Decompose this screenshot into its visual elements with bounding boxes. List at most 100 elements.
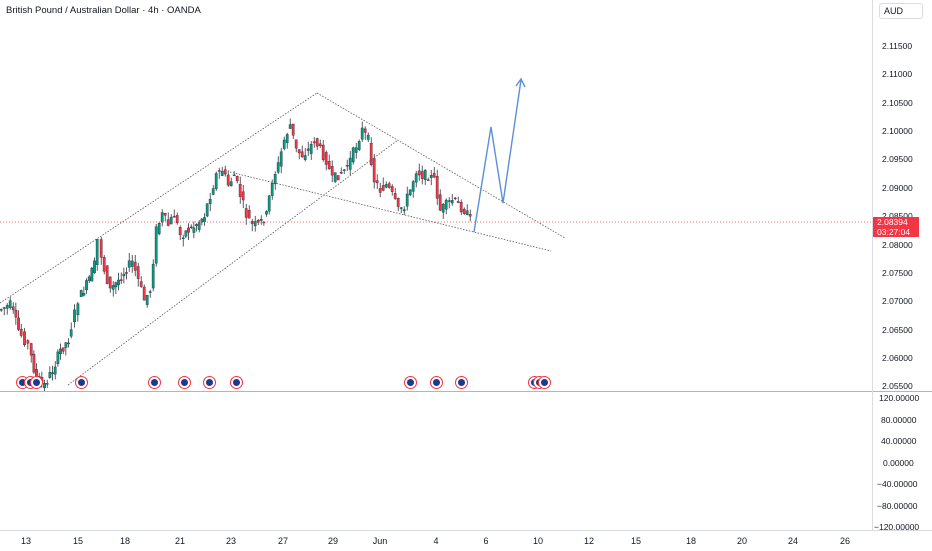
descending-resistance-line[interactable] [316, 92, 566, 239]
candle-body [456, 201, 460, 203]
candle-body [423, 169, 427, 180]
candle-body [420, 171, 424, 179]
candle-body [232, 174, 236, 177]
candle-body [432, 173, 436, 178]
candle-body [119, 279, 123, 281]
candle-body [136, 266, 140, 279]
time-label: 27 [277, 536, 289, 546]
candle-body [351, 147, 355, 163]
price-tick: 2.06500 [882, 325, 913, 335]
currency-selector[interactable]: AUD [879, 3, 923, 19]
candle-body [142, 286, 146, 301]
oscillator-scale[interactable]: 120.00000 80.00000 40.00000 0.00000 −40.… [872, 392, 932, 532]
candle-body [387, 183, 391, 188]
time-label: 23 [225, 536, 237, 546]
candle-body [69, 329, 73, 337]
candle-body [5, 305, 9, 309]
candlestick-chart[interactable] [0, 0, 872, 391]
projection-path[interactable] [473, 79, 522, 233]
pane-separator[interactable] [0, 391, 932, 392]
event-marker-icon[interactable] [538, 376, 551, 389]
candle-body [396, 198, 400, 207]
candle-body [29, 343, 33, 356]
main-chart-pane[interactable]: British Pound / Australian Dollar · 4h ·… [0, 0, 872, 391]
candle-body [262, 221, 266, 224]
candle-body [393, 193, 397, 199]
candle-body [90, 267, 94, 282]
time-label: 18 [119, 536, 131, 546]
price-scale[interactable]: AUD 2.11500 2.11000 2.10500 2.10000 2.09… [872, 0, 932, 392]
candle-body [462, 208, 466, 214]
candle-body [43, 383, 46, 389]
event-marker-icon[interactable] [404, 376, 417, 389]
candle-body [217, 170, 221, 172]
candle-body [211, 188, 215, 195]
candle-body [189, 226, 193, 229]
time-label: 20 [736, 536, 748, 546]
candle-body [303, 155, 307, 160]
time-axis[interactable]: 13 15 18 21 23 27 29 Jun 4 6 10 12 15 18… [0, 530, 932, 551]
time-label: Jun [372, 536, 388, 546]
candle-body [229, 181, 233, 187]
candle-body [87, 276, 91, 281]
candle-body [125, 272, 128, 274]
candle-body [26, 340, 30, 344]
candle-body [187, 227, 190, 233]
candle-body [357, 141, 361, 150]
event-marker-icon[interactable] [230, 376, 243, 389]
last-price-badge[interactable]: 2.08394 03:27:04 [873, 217, 919, 237]
candle-body [127, 260, 131, 268]
candle-body [291, 123, 295, 136]
candle-body [11, 306, 15, 311]
candle-body [459, 202, 463, 213]
event-marker-icon[interactable] [430, 376, 443, 389]
candle-body [139, 281, 143, 287]
time-label: 12 [583, 536, 595, 546]
price-tick: 2.06000 [882, 353, 913, 363]
candle-body [45, 383, 49, 385]
candle-body [32, 353, 36, 373]
descending-support-line[interactable] [229, 171, 552, 252]
candle-body [342, 169, 346, 171]
oscillator-pane[interactable] [0, 392, 872, 530]
candle-body [321, 144, 325, 160]
event-marker-icon[interactable] [148, 376, 161, 389]
candle-body [369, 143, 373, 165]
oscillator-tick: 80.00000 [881, 415, 917, 425]
candle-body [399, 207, 403, 209]
event-marker-icon[interactable] [30, 376, 43, 389]
time-label: 10 [532, 536, 544, 546]
price-tick: 2.11000 [882, 69, 913, 79]
candle-body [270, 183, 274, 196]
candle-body [208, 199, 212, 204]
event-marker-icon[interactable] [203, 376, 216, 389]
candle-body [235, 176, 239, 182]
price-tick: 2.10000 [882, 126, 913, 136]
candle-body [411, 181, 415, 192]
candle-body [297, 149, 301, 154]
price-tick: 2.08500 [882, 211, 913, 221]
candle-body [133, 261, 137, 271]
candle-body [354, 147, 358, 153]
event-marker-icon[interactable] [455, 376, 468, 389]
candle-body [205, 203, 209, 217]
candle-body [345, 165, 349, 167]
candle-body [300, 151, 304, 158]
time-label: 24 [787, 536, 799, 546]
candle-body [160, 212, 164, 223]
event-marker-icon[interactable] [178, 376, 191, 389]
projection-arrowhead [515, 77, 526, 88]
event-marker-icon[interactable] [75, 376, 88, 389]
candle-body [17, 317, 20, 330]
candle-body [23, 331, 26, 346]
candle-body [130, 260, 134, 267]
channel-lower-line[interactable] [67, 139, 399, 386]
time-label: 15 [630, 536, 642, 546]
candle-body [111, 285, 115, 290]
candle-body [375, 180, 379, 184]
oscillator-tick: −120.00000 [874, 522, 920, 532]
candle-body [56, 351, 60, 365]
candle-body [223, 169, 227, 175]
candle-body [79, 290, 83, 297]
channel-upper-line[interactable] [0, 92, 318, 304]
